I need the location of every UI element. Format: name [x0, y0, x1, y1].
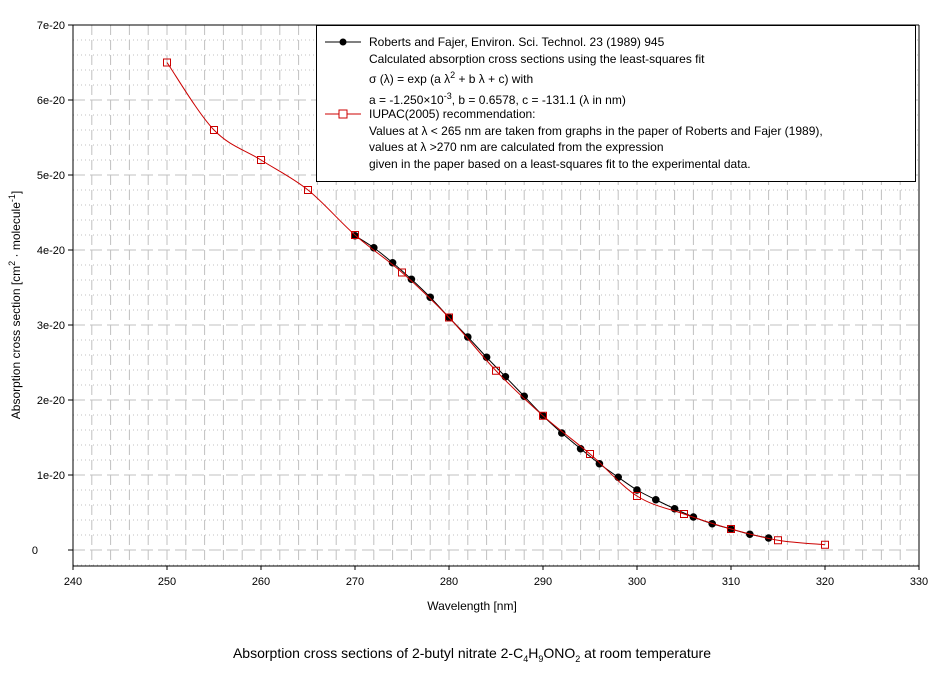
series-iupac [163, 58, 829, 549]
y-tick-label: 1e-20 [37, 470, 65, 482]
y-tick-label: 2e-20 [37, 395, 65, 407]
legend-line: values at λ >270 nm are calculated from … [369, 140, 664, 154]
y-axis-title: Absorption cross section [cm2 · molecule… [7, 191, 23, 419]
legend-formula: σ (λ) = exp (a λ2 + b λ + c) with [369, 70, 534, 86]
y-tick-label: 6e-20 [37, 95, 65, 107]
x-tick-label: 240 [64, 576, 82, 588]
data-point-square [445, 313, 453, 322]
x-tick-label: 300 [628, 576, 646, 588]
legend-line: IUPAC(2005) recommendation: [369, 107, 536, 121]
series-line [166, 62, 826, 546]
legend-symbol-black-circle [325, 38, 361, 46]
y-tick-label: 7e-20 [37, 20, 65, 32]
legend: Roberts and Fajer, Environ. Sci. Technol… [316, 25, 916, 182]
data-point-circle [614, 473, 622, 482]
x-tick-label: 320 [816, 576, 834, 588]
data-point-circle [370, 243, 378, 252]
legend-line: given in the paper based on a least-squa… [369, 156, 751, 171]
data-point-circle [482, 353, 491, 362]
x-tick-label: 270 [346, 576, 364, 588]
x-tick-label: 290 [534, 576, 552, 588]
y-tick-label: 0 [32, 545, 38, 557]
legend-symbol-red-square [325, 109, 361, 119]
data-point-circle [652, 495, 660, 504]
chart-caption: Absorption cross sections of 2-butyl nit… [232, 645, 712, 664]
data-point-square [398, 268, 406, 277]
data-point-circle [595, 459, 604, 468]
data-point-square [586, 450, 594, 458]
y-tick-label: 5e-20 [37, 170, 65, 182]
data-point-square [727, 525, 735, 533]
data-point-circle [520, 392, 528, 401]
data-point-circle [464, 333, 472, 341]
y-tick-label: 3e-20 [37, 320, 65, 332]
x-axis-title: Wavelength [nm] [427, 599, 517, 613]
data-point-square [821, 540, 829, 549]
x-tick-label: 310 [722, 576, 740, 588]
legend-params: a = -1.250×10-3, b = 0.6578, c = -131.1 … [369, 90, 626, 107]
y-tick-label: 4e-20 [37, 245, 65, 257]
legend-text-iupac: IUPAC(2005) recommendation: Values at λ … [369, 106, 919, 172]
x-tick-label: 280 [440, 576, 458, 588]
x-tick-label: 330 [910, 576, 928, 588]
data-point-square [257, 156, 265, 164]
data-point-square [351, 231, 359, 239]
data-point-circle [501, 372, 510, 381]
ticks: 240 250 260 270 280 290 300 310 320 330 0 1e-20 2e-2… [32, 20, 928, 588]
data-point-circle [407, 275, 416, 284]
data-point-square [492, 366, 500, 375]
data-point-square [774, 536, 782, 545]
data-point-circle [576, 444, 585, 453]
data-point-square [539, 411, 547, 420]
x-tick-label: 260 [252, 576, 270, 588]
data-point-circle [558, 429, 566, 437]
data-point-circle [426, 293, 435, 302]
legend-line: Calculated absorption cross sections usi… [369, 51, 705, 66]
legend-text-roberts-fajer: Roberts and Fajer, Environ. Sci. Technol… [369, 34, 919, 108]
legend-line: Values at λ < 265 nm are taken from grap… [369, 123, 823, 138]
data-point-square [210, 126, 218, 134]
data-point-square [633, 492, 641, 500]
legend-line: Roberts and Fajer, Environ. Sci. Technol… [369, 35, 665, 49]
x-tick-label: 250 [158, 576, 176, 588]
data-point-square [680, 510, 688, 518]
data-point-square [163, 58, 171, 67]
data-point-square [304, 186, 312, 194]
series-layer [163, 58, 829, 549]
data-point-circle [633, 486, 641, 494]
data-point-circle [388, 258, 397, 267]
grid [73, 25, 919, 566]
